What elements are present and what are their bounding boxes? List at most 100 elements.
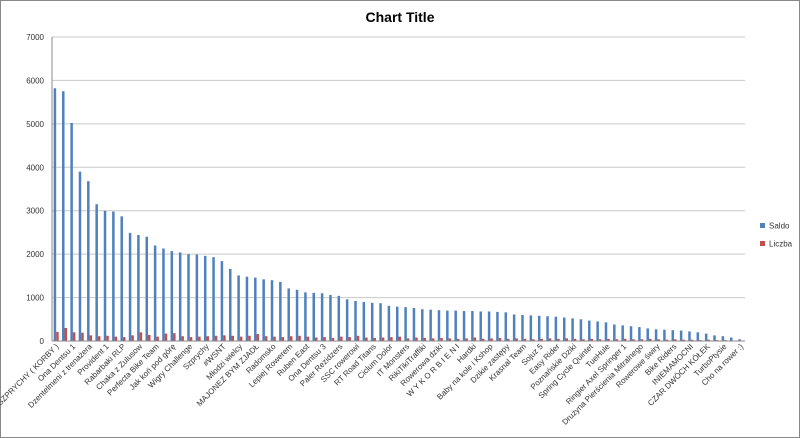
bar	[671, 330, 675, 341]
bar	[646, 328, 649, 341]
bar	[320, 293, 324, 341]
bar	[523, 338, 527, 341]
bar	[481, 338, 485, 341]
bar	[162, 248, 165, 341]
bar	[245, 276, 249, 341]
bar	[287, 288, 290, 341]
bar	[395, 306, 399, 341]
bar	[546, 316, 549, 341]
bar	[379, 303, 382, 341]
bar	[315, 337, 318, 341]
bar	[521, 314, 524, 341]
y-tick-label: 7000	[26, 33, 44, 42]
bar	[607, 338, 610, 341]
bar	[579, 319, 583, 341]
bar	[370, 302, 374, 341]
y-tick-label: 1000	[26, 294, 44, 303]
bar	[97, 336, 101, 341]
bar	[696, 332, 700, 341]
bar	[471, 311, 474, 341]
bar	[498, 337, 502, 341]
bar	[87, 181, 90, 341]
bar	[504, 312, 508, 341]
bar	[362, 301, 366, 341]
bar	[674, 339, 677, 341]
bar	[295, 289, 299, 341]
bar	[582, 339, 585, 341]
bar	[131, 335, 134, 341]
bar	[429, 309, 432, 341]
bar	[473, 337, 477, 341]
bar	[56, 331, 59, 341]
bar	[540, 338, 543, 341]
bar	[387, 305, 391, 341]
bar	[554, 316, 558, 341]
bar	[289, 336, 293, 341]
bar	[412, 307, 416, 341]
legend-swatch	[760, 241, 765, 246]
bar	[137, 235, 140, 341]
bar	[615, 339, 619, 341]
bar	[306, 336, 310, 341]
y-tick-label: 3000	[26, 207, 44, 216]
bar	[312, 292, 316, 341]
bar	[139, 332, 143, 341]
bar	[373, 337, 376, 341]
y-tick-label: 2000	[26, 250, 44, 259]
bar	[529, 315, 533, 341]
bar	[231, 335, 235, 341]
bar	[682, 339, 685, 341]
bar	[178, 252, 182, 341]
bar	[390, 337, 393, 341]
bar	[721, 336, 725, 341]
chart-title: Chart Title	[366, 9, 435, 25]
y-tick-label: 4000	[26, 163, 44, 172]
bar	[398, 336, 402, 341]
bar	[103, 210, 107, 341]
legend-label: Liczba	[769, 240, 793, 249]
bar	[195, 254, 199, 341]
bar	[663, 329, 666, 341]
bar	[404, 307, 407, 341]
bar	[573, 338, 577, 341]
bar	[206, 336, 209, 341]
bar	[337, 295, 341, 341]
bar	[515, 338, 518, 341]
bar	[64, 327, 68, 341]
bar	[256, 334, 260, 341]
y-tick-label: 5000	[26, 120, 44, 129]
bar	[657, 339, 660, 341]
bar	[588, 320, 591, 341]
bar	[95, 204, 98, 341]
bar	[690, 339, 694, 341]
bar	[348, 337, 351, 341]
bar	[189, 337, 193, 341]
bar	[239, 336, 243, 341]
bar	[632, 339, 635, 341]
bar	[173, 333, 176, 341]
legend-label: Saldo	[769, 222, 790, 231]
bar	[262, 279, 265, 341]
bar	[623, 338, 627, 341]
bar	[638, 327, 641, 341]
bar	[279, 281, 282, 341]
legend-swatch	[760, 223, 765, 228]
bar	[598, 339, 602, 341]
bar	[423, 337, 427, 341]
bar	[738, 339, 741, 341]
bar	[365, 337, 368, 341]
bar	[456, 338, 460, 341]
bar	[565, 338, 568, 341]
bar	[604, 322, 608, 341]
bar	[487, 311, 491, 341]
bar	[613, 324, 616, 341]
bar	[156, 336, 159, 341]
y-tick-label: 0	[40, 337, 45, 346]
bar	[421, 309, 424, 341]
bar	[562, 317, 566, 341]
bar	[323, 337, 326, 341]
bar	[214, 335, 218, 341]
bar	[114, 336, 118, 341]
